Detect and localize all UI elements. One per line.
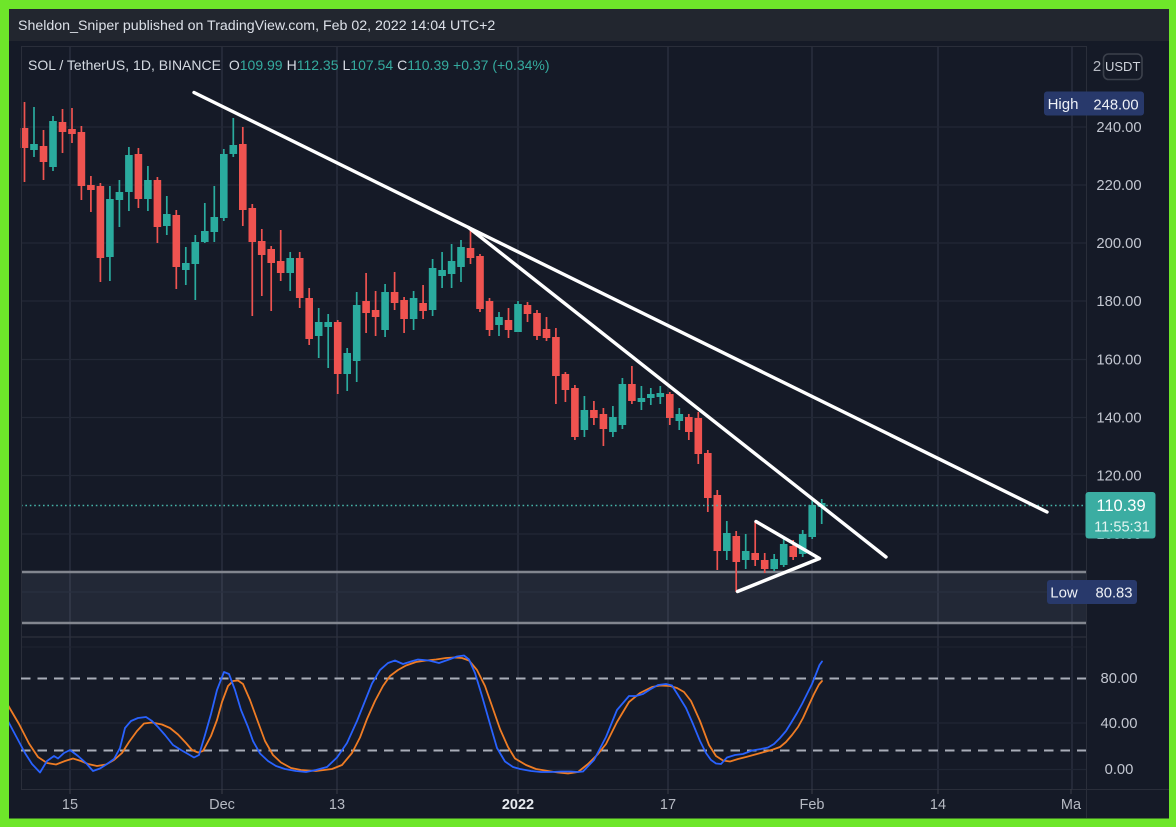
svg-text:Sheldon_Sniper published on Tr: Sheldon_Sniper published on TradingView.… xyxy=(18,18,495,34)
svg-text:140.00: 140.00 xyxy=(1096,411,1141,427)
svg-text:0.00: 0.00 xyxy=(1105,762,1134,778)
svg-text:Feb: Feb xyxy=(800,797,825,813)
svg-text:240.00: 240.00 xyxy=(1096,120,1141,136)
svg-text:160.00: 160.00 xyxy=(1096,353,1141,369)
svg-text:80.00: 80.00 xyxy=(1100,671,1137,687)
svg-text:SOL / TetherUS, 1D, BINANCE O1: SOL / TetherUS, 1D, BINANCE O109.99 H112.… xyxy=(28,57,550,73)
svg-text:2: 2 xyxy=(1093,58,1101,75)
svg-text:11:55:31: 11:55:31 xyxy=(1094,520,1150,536)
svg-text:2022: 2022 xyxy=(502,797,534,813)
svg-text:13: 13 xyxy=(329,797,345,813)
svg-text:40.00: 40.00 xyxy=(1100,716,1137,732)
svg-text:Dec: Dec xyxy=(209,797,235,813)
svg-text:USDT: USDT xyxy=(1105,59,1140,74)
svg-text:Low: Low xyxy=(1050,585,1078,602)
svg-text:14: 14 xyxy=(930,797,946,813)
svg-text:High: High xyxy=(1048,96,1079,113)
svg-text:120.00: 120.00 xyxy=(1096,469,1141,485)
svg-text:17: 17 xyxy=(660,797,676,813)
svg-text:248.00: 248.00 xyxy=(1093,98,1138,114)
svg-text:180.00: 180.00 xyxy=(1096,294,1141,310)
svg-text:15: 15 xyxy=(62,797,78,813)
svg-text:110.39: 110.39 xyxy=(1096,497,1145,515)
svg-text:80.83: 80.83 xyxy=(1095,586,1132,602)
svg-text:Ma: Ma xyxy=(1061,797,1082,813)
svg-text:200.00: 200.00 xyxy=(1096,236,1141,252)
svg-text:220.00: 220.00 xyxy=(1096,178,1141,194)
